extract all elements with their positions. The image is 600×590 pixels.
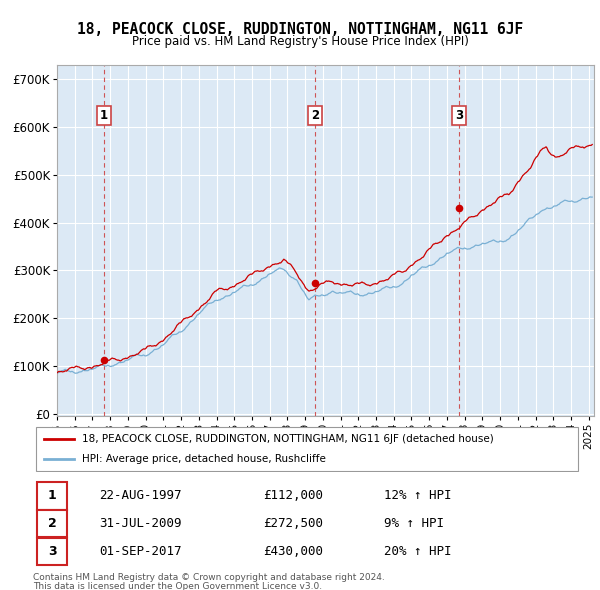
Text: 18, PEACOCK CLOSE, RUDDINGTON, NOTTINGHAM, NG11 6JF: 18, PEACOCK CLOSE, RUDDINGTON, NOTTINGHA… — [77, 22, 523, 37]
FancyBboxPatch shape — [37, 483, 67, 510]
Text: 20% ↑ HPI: 20% ↑ HPI — [385, 545, 452, 558]
FancyBboxPatch shape — [37, 510, 67, 537]
FancyBboxPatch shape — [36, 427, 578, 471]
Text: 12% ↑ HPI: 12% ↑ HPI — [385, 490, 452, 503]
Text: 01-SEP-2017: 01-SEP-2017 — [99, 545, 181, 558]
Text: 18, PEACOCK CLOSE, RUDDINGTON, NOTTINGHAM, NG11 6JF (detached house): 18, PEACOCK CLOSE, RUDDINGTON, NOTTINGHA… — [82, 434, 494, 444]
Text: 3: 3 — [48, 545, 56, 558]
Text: HPI: Average price, detached house, Rushcliffe: HPI: Average price, detached house, Rush… — [82, 454, 326, 464]
Text: 9% ↑ HPI: 9% ↑ HPI — [385, 517, 445, 530]
Text: 3: 3 — [455, 109, 463, 122]
Text: 31-JUL-2009: 31-JUL-2009 — [99, 517, 181, 530]
Text: 1: 1 — [48, 490, 56, 503]
Text: 2: 2 — [48, 517, 56, 530]
Text: 22-AUG-1997: 22-AUG-1997 — [99, 490, 181, 503]
Text: This data is licensed under the Open Government Licence v3.0.: This data is licensed under the Open Gov… — [33, 582, 322, 590]
Text: Contains HM Land Registry data © Crown copyright and database right 2024.: Contains HM Land Registry data © Crown c… — [33, 573, 385, 582]
Text: Price paid vs. HM Land Registry's House Price Index (HPI): Price paid vs. HM Land Registry's House … — [131, 35, 469, 48]
Text: 2: 2 — [311, 109, 319, 122]
Text: £112,000: £112,000 — [263, 490, 323, 503]
Text: 1: 1 — [100, 109, 108, 122]
Text: £272,500: £272,500 — [263, 517, 323, 530]
Text: £430,000: £430,000 — [263, 545, 323, 558]
FancyBboxPatch shape — [37, 538, 67, 565]
